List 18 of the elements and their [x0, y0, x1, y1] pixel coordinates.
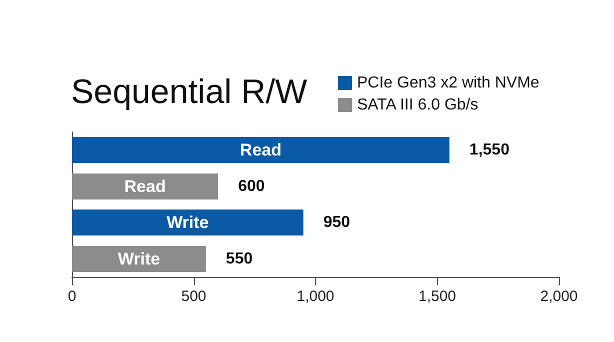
bar	[72, 173, 218, 200]
data-label: 550	[226, 250, 253, 268]
data-label: 600	[238, 178, 265, 195]
chart-title: Sequential R/W	[71, 73, 308, 111]
data-label: 1,550	[469, 142, 510, 159]
x-tick-label: 1,000	[296, 288, 334, 305]
data-label: 950	[323, 214, 350, 232]
bar	[72, 137, 450, 164]
bar	[72, 246, 206, 272]
category-label: Write	[118, 249, 160, 268]
legend-label: PCIe Gen3 x2 with NVMe	[357, 74, 540, 92]
category-label: Read	[124, 176, 166, 196]
x-tick-label: 1,500	[418, 288, 456, 305]
x-tick-label: 500	[181, 288, 206, 305]
x-tick-label: 0	[68, 288, 76, 305]
legend-label: SATA III 6.0 Gb/s	[357, 96, 478, 114]
bar	[72, 210, 304, 236]
x-tick-label: 2,000	[540, 288, 578, 305]
